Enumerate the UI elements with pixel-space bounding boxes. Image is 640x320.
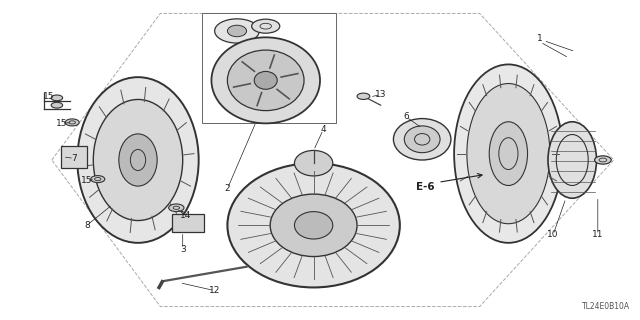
Text: 1: 1: [538, 35, 543, 44]
Text: 13: 13: [375, 90, 387, 99]
Circle shape: [169, 204, 184, 212]
Text: 11: 11: [592, 230, 604, 239]
Ellipse shape: [211, 37, 320, 123]
Circle shape: [357, 93, 370, 100]
Text: 2: 2: [225, 184, 230, 193]
Polygon shape: [61, 146, 87, 168]
Ellipse shape: [252, 19, 280, 33]
Text: 15: 15: [81, 176, 93, 185]
Circle shape: [67, 159, 82, 167]
Ellipse shape: [77, 77, 198, 243]
Text: 10: 10: [547, 230, 559, 239]
Text: E-6: E-6: [416, 182, 435, 192]
Ellipse shape: [454, 64, 563, 243]
Ellipse shape: [548, 122, 596, 198]
Text: 14: 14: [180, 211, 191, 220]
Circle shape: [51, 95, 63, 101]
Text: 3: 3: [180, 245, 186, 254]
Text: 15: 15: [56, 119, 67, 128]
Ellipse shape: [227, 25, 246, 37]
Text: 6: 6: [403, 113, 409, 122]
Text: 8: 8: [84, 221, 90, 230]
Ellipse shape: [489, 122, 527, 186]
Text: TL24E0B10A: TL24E0B10A: [582, 302, 630, 311]
Text: 4: 4: [321, 125, 326, 134]
Text: 15: 15: [43, 92, 54, 101]
Circle shape: [91, 176, 105, 183]
Circle shape: [65, 119, 79, 126]
Circle shape: [176, 216, 189, 222]
Polygon shape: [172, 214, 204, 232]
Ellipse shape: [294, 150, 333, 176]
Circle shape: [595, 156, 611, 164]
Text: 7: 7: [71, 154, 77, 163]
Ellipse shape: [294, 212, 333, 239]
Ellipse shape: [227, 50, 304, 111]
Circle shape: [67, 147, 82, 154]
Ellipse shape: [214, 19, 259, 43]
Text: 12: 12: [209, 286, 220, 295]
Ellipse shape: [254, 71, 277, 89]
Ellipse shape: [404, 126, 440, 153]
Ellipse shape: [119, 134, 157, 186]
Circle shape: [176, 224, 189, 230]
Ellipse shape: [270, 194, 357, 257]
Ellipse shape: [394, 119, 451, 160]
Ellipse shape: [93, 100, 182, 220]
Circle shape: [51, 102, 63, 108]
Ellipse shape: [227, 163, 400, 287]
Ellipse shape: [467, 84, 550, 224]
